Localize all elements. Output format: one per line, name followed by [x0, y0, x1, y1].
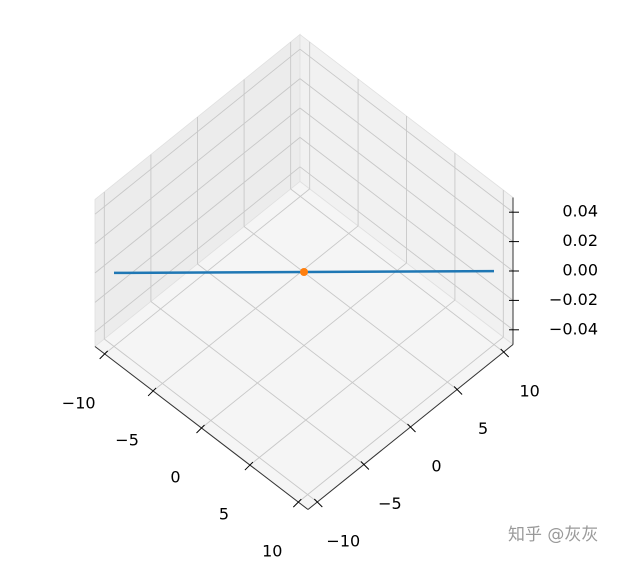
x-tick-label: 0	[170, 468, 180, 487]
z-tick-label: −0.02	[549, 290, 598, 309]
x-tick-label: −10	[62, 393, 96, 412]
x-tick	[244, 461, 254, 471]
x-tick-label: 10	[262, 542, 282, 561]
y-tick-label: −5	[378, 494, 402, 513]
grid-line	[299, 107, 514, 272]
grid-line	[299, 166, 514, 331]
data-point	[300, 268, 308, 276]
x-tick	[196, 424, 205, 434]
x-tick	[147, 387, 157, 397]
grid-line	[243, 226, 458, 390]
x-tick-label: 5	[219, 505, 229, 524]
y-tick-label: 10	[520, 382, 540, 401]
y-tick	[313, 498, 323, 508]
grid-line	[104, 338, 318, 503]
x-tick	[292, 498, 302, 508]
z-tick-label: 0.04	[562, 202, 598, 221]
grid-line	[94, 107, 301, 274]
z-tick-label: −0.04	[549, 319, 598, 338]
grid-line	[299, 137, 514, 301]
grid-line	[94, 137, 301, 303]
y-tick-label: 0	[431, 457, 441, 476]
y-tick	[500, 348, 510, 358]
z-tick-label: 0.00	[562, 261, 598, 280]
grid-line	[299, 78, 514, 242]
y-tick-label: 5	[478, 419, 488, 438]
grid-line	[197, 263, 411, 428]
grid-line	[94, 166, 301, 333]
grid-line	[94, 48, 301, 215]
y-tick	[360, 461, 370, 470]
x-tick	[99, 350, 109, 360]
grid-line	[94, 78, 301, 244]
y-tick-label: −10	[326, 532, 360, 551]
z-tick-label: 0.02	[562, 231, 598, 250]
grid-line	[299, 48, 514, 213]
y-tick	[407, 423, 416, 433]
watermark: 知乎 @灰灰	[508, 525, 598, 545]
grid-line	[150, 301, 365, 465]
y-tick	[453, 386, 463, 395]
x-tick-label: −5	[115, 430, 139, 449]
